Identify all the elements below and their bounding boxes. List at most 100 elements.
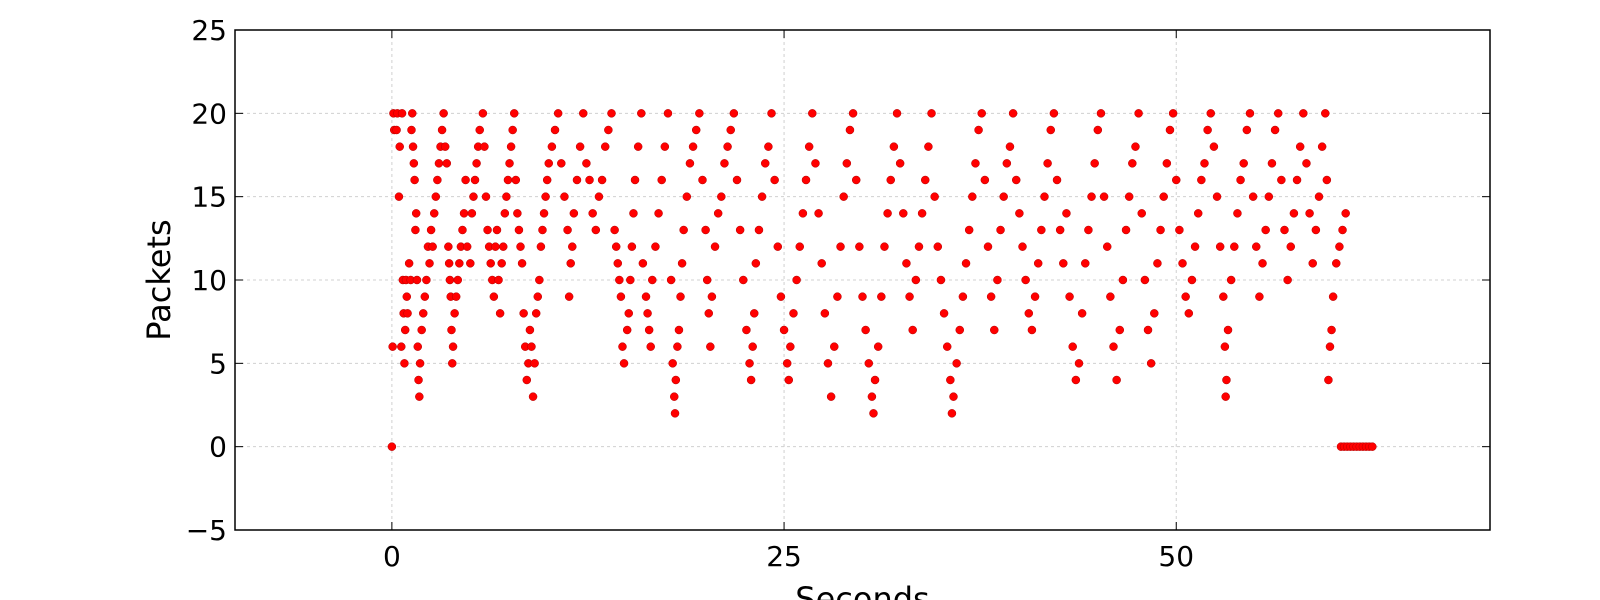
data-point [476, 126, 484, 134]
data-point [984, 243, 992, 251]
data-point [480, 143, 488, 151]
data-point [833, 293, 841, 301]
data-point [628, 243, 636, 251]
data-point [805, 143, 813, 151]
data-point [948, 409, 956, 417]
data-point [1015, 209, 1023, 217]
data-point [413, 276, 421, 284]
data-point [1022, 276, 1030, 284]
data-point [460, 209, 468, 217]
data-point [1106, 293, 1114, 301]
data-point [452, 293, 460, 301]
data-point [482, 193, 490, 201]
data-point [909, 326, 917, 334]
data-point [843, 159, 851, 167]
data-point [579, 109, 587, 117]
y-tick-label: 5 [209, 347, 227, 380]
data-point [388, 443, 396, 451]
data-point [644, 309, 652, 317]
data-point [617, 293, 625, 301]
data-point [626, 276, 634, 284]
data-point [543, 176, 551, 184]
data-point [1326, 343, 1334, 351]
data-point [520, 309, 528, 317]
data-point [517, 243, 525, 251]
data-point [504, 176, 512, 184]
data-point [625, 309, 633, 317]
data-point [1175, 226, 1183, 234]
data-point [968, 193, 976, 201]
data-point [531, 359, 539, 367]
y-axis-label: Packets [140, 219, 178, 340]
x-tick-label: 50 [1158, 540, 1194, 573]
data-point [811, 159, 819, 167]
data-point [827, 393, 835, 401]
data-point [496, 309, 504, 317]
data-point [535, 276, 543, 284]
data-point [877, 293, 885, 301]
data-point [670, 393, 678, 401]
data-point [634, 143, 642, 151]
data-point [1072, 376, 1080, 384]
data-point [469, 193, 477, 201]
data-point [771, 176, 779, 184]
data-point [1009, 109, 1017, 117]
data-point [840, 193, 848, 201]
data-point [573, 176, 581, 184]
data-point [1113, 376, 1121, 384]
data-point [711, 243, 719, 251]
data-point [675, 326, 683, 334]
data-point [1025, 309, 1033, 317]
data-point [1339, 226, 1347, 234]
data-point [540, 209, 548, 217]
data-point [774, 243, 782, 251]
data-point [564, 226, 572, 234]
data-point [764, 143, 772, 151]
data-point [865, 359, 873, 367]
data-point [655, 209, 663, 217]
data-point [567, 259, 575, 267]
y-tick-label: 25 [191, 14, 227, 47]
data-point [943, 343, 951, 351]
data-point [953, 359, 961, 367]
data-point [513, 209, 521, 217]
data-point [410, 159, 418, 167]
data-point [1062, 209, 1070, 217]
data-point [586, 176, 594, 184]
data-point [416, 359, 424, 367]
data-point [419, 309, 427, 317]
data-point [698, 176, 706, 184]
data-point [396, 143, 404, 151]
data-point [608, 109, 616, 117]
data-point [959, 293, 967, 301]
data-point [689, 143, 697, 151]
data-point [730, 109, 738, 117]
data-point [393, 126, 401, 134]
data-point [432, 193, 440, 201]
data-point [1034, 259, 1042, 267]
data-point [1342, 209, 1350, 217]
data-point [1044, 159, 1052, 167]
data-point [1312, 226, 1320, 234]
data-point [1000, 193, 1008, 201]
data-point [612, 243, 620, 251]
data-point [534, 293, 542, 301]
data-point [997, 226, 1005, 234]
data-point [582, 159, 590, 167]
data-point [705, 309, 713, 317]
data-point [407, 126, 415, 134]
data-point [409, 143, 417, 151]
data-point [846, 126, 854, 134]
data-point [695, 109, 703, 117]
data-point [462, 176, 470, 184]
data-point [1166, 126, 1174, 134]
data-point [1135, 109, 1143, 117]
data-point [818, 259, 826, 267]
data-point [429, 243, 437, 251]
data-point [1012, 176, 1020, 184]
data-point [448, 359, 456, 367]
data-point [912, 276, 920, 284]
data-point [664, 109, 672, 117]
data-point [435, 159, 443, 167]
data-point [445, 259, 453, 267]
